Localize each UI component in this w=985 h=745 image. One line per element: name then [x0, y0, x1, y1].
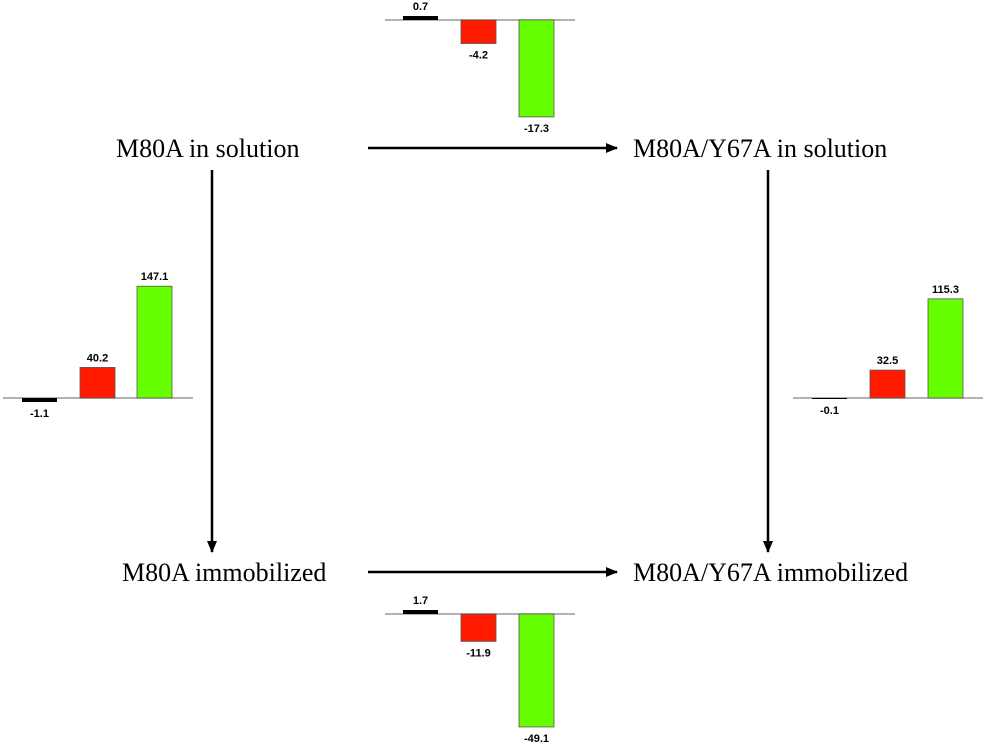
chart-right-bar-3: [927, 298, 964, 399]
chart-bottom-label-3: -49.1: [524, 733, 549, 745]
chart-top-label-3: -17.3: [524, 123, 549, 135]
chart-left-label-2: 40.2: [87, 352, 108, 364]
state-m80a-solution: M80A in solution: [116, 134, 300, 163]
chart-left-label-1: -1.1: [30, 408, 49, 420]
chart-bottom-bar-2: [460, 613, 497, 642]
chart-top-bar-2: [460, 19, 497, 44]
chart-top-label-1: 0.7: [413, 1, 428, 13]
state-m80a-immobilized: M80A immobilized: [122, 558, 327, 587]
chart-right-bar-2: [869, 369, 906, 399]
chart-right-label-2: 32.5: [877, 355, 898, 367]
state-m80a-y67a-immobilized: M80A/Y67A immobilized: [633, 558, 909, 587]
chart-top-bar-1: [403, 16, 438, 20]
chart-bottom-bar-3: [518, 613, 555, 728]
chart-left-bar-3: [136, 285, 173, 399]
chart-top-bar-3: [518, 19, 555, 118]
chart-bottom-label-2: -11.9: [466, 647, 490, 659]
chart-left-bar-1: [22, 398, 57, 402]
chart-bottom-label-1: 1.7: [413, 595, 428, 607]
chart-right-label-3: 115.3: [932, 284, 959, 296]
chart-bottom-bar-1: [403, 610, 438, 614]
chart-left-label-3: 147.1: [141, 271, 169, 283]
chart-left-bar-2: [79, 367, 116, 399]
chart-top-label-2: -4.2: [469, 50, 488, 62]
chart-right-bar-1: [812, 398, 847, 399]
chart-right-label-1: -0.1: [820, 405, 839, 417]
state-m80a-y67a-solution: M80A/Y67A in solution: [633, 134, 888, 163]
